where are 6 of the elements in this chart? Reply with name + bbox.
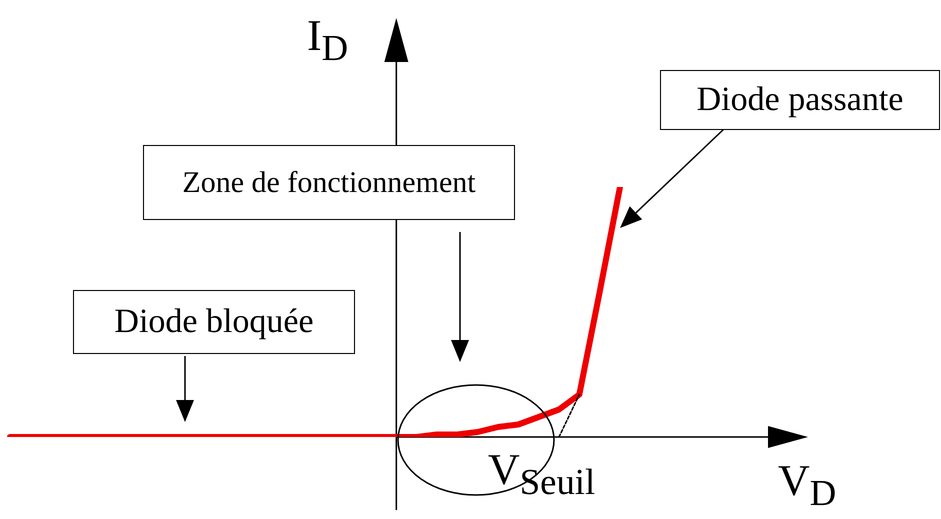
annotation: Zone de fonctionnement — [143, 145, 515, 220]
annotation: Diode bloquée — [73, 290, 355, 354]
text: Diode passante — [660, 70, 940, 130]
x-axis-title: V$_{D}$ — [778, 455, 836, 514]
y-axis-title: I$_{D}$ — [307, 10, 348, 69]
text: V$_{Seuil}$ — [488, 444, 596, 503]
